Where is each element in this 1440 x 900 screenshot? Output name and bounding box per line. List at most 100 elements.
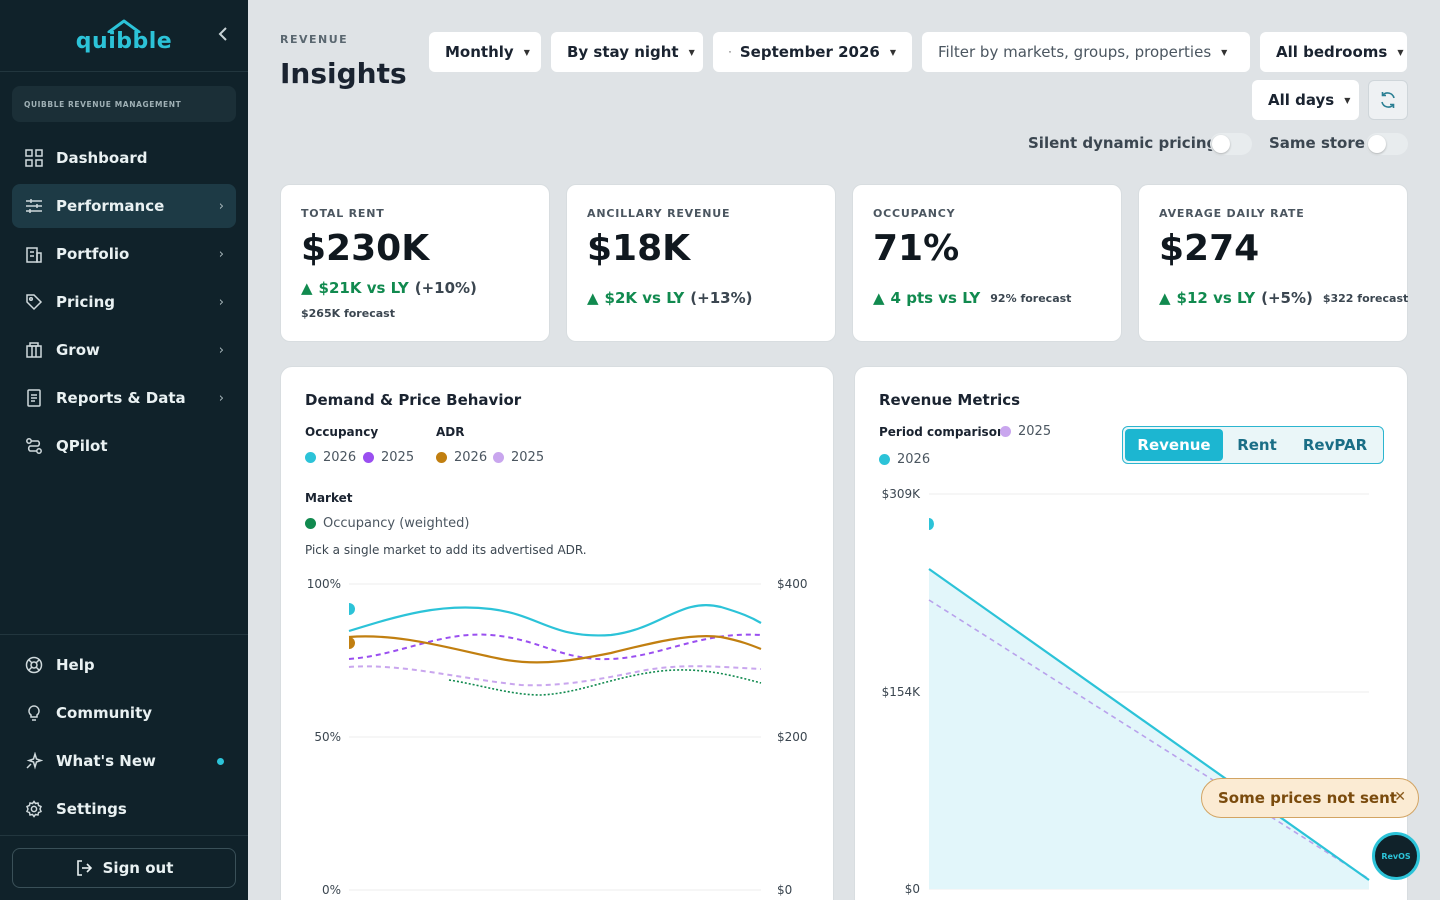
nav-item-reports-data[interactable]: Reports & Data ›	[12, 376, 236, 420]
chevron-right-icon: ›	[218, 198, 224, 214]
demand-chart[interactable]: 100% 50% 0% $400 $200 $0	[281, 567, 834, 900]
toast-text: Some prices not sent	[1218, 789, 1397, 807]
new-badge-dot	[217, 757, 224, 765]
revos-assistant-button[interactable]: RevOS	[1372, 832, 1420, 880]
series-2026-marker	[929, 518, 934, 530]
legend-occ-2026[interactable]: 2026	[305, 450, 356, 465]
toggle-knob	[1212, 135, 1230, 153]
y-tick-label: $0	[905, 882, 920, 896]
kpi-delta-pct: (+13%)	[690, 289, 753, 307]
same-store-toggle[interactable]	[1366, 133, 1408, 155]
kpi-delta: ▲ 4 pts vs LY 92% forecast	[873, 289, 1101, 307]
revenue-chart[interactable]: $309K $154K $0	[855, 477, 1408, 900]
legend-market-head: Market	[305, 491, 353, 505]
y-tick-label: $309K	[882, 487, 922, 501]
nav-label: Reports & Data	[56, 389, 186, 407]
legend-dot	[363, 452, 374, 463]
silent-pricing-toggle[interactable]	[1210, 133, 1252, 155]
nav-item-help[interactable]: Help	[12, 643, 236, 687]
caret-down-icon: ▼	[688, 47, 695, 57]
left-tick-label: 100%	[307, 577, 341, 591]
series-2025-line	[928, 599, 1370, 880]
caret-down-icon: ▼	[523, 47, 530, 57]
nav-item-pricing[interactable]: Pricing ›	[12, 280, 236, 324]
kpi-label: TOTAL RENT	[301, 207, 385, 220]
series-adr-2026	[348, 635, 762, 664]
kpi-label: ANCILLARY REVENUE	[587, 207, 731, 220]
prices-not-sent-toast[interactable]: Some prices not sent ✕	[1201, 778, 1419, 818]
kpi-value: $18K	[587, 228, 691, 269]
nav-item-grow[interactable]: Grow ›	[12, 328, 236, 372]
kpi-forecast: $322 forecast	[1322, 291, 1409, 305]
building-icon	[24, 244, 44, 264]
nav-item-portfolio[interactable]: Portfolio ›	[12, 232, 236, 276]
tab-rent[interactable]: Rent	[1237, 436, 1277, 454]
bedrooms-select[interactable]: All bedrooms ▼	[1260, 32, 1407, 72]
tab-revenue[interactable]: Revenue	[1125, 429, 1223, 461]
kpi-total-rent[interactable]: TOTAL RENT $230K ▲ $21K vs LY (+10%) $26…	[280, 184, 550, 342]
triangle-up-icon: ▲	[1159, 289, 1171, 307]
nav-item-dashboard[interactable]: Dashboard	[12, 136, 236, 180]
nav-item-settings[interactable]: Settings	[12, 787, 236, 831]
nav-item-whats-new[interactable]: What's New	[12, 739, 236, 783]
y-tick-label: $154K	[882, 685, 922, 699]
scope-filter-placeholder: Filter by markets, groups, properties	[938, 43, 1212, 61]
nav-item-performance[interactable]: Performance ›	[12, 184, 236, 228]
nav-label: Performance	[56, 197, 165, 215]
period-select[interactable]: Monthly ▼	[429, 32, 541, 72]
kpi-delta: ▲ $12 vs LY (+5%) $322 forecast	[1159, 289, 1408, 307]
card-title: Revenue Metrics	[879, 391, 1021, 409]
legend-dot	[305, 452, 316, 463]
scope-filter-select[interactable]: Filter by markets, groups, properties ▼	[922, 32, 1250, 72]
basis-select[interactable]: By stay night ▼	[551, 32, 703, 72]
revos-label: RevOS	[1381, 851, 1411, 861]
close-icon[interactable]: ✕	[1394, 789, 1406, 805]
chevron-right-icon: ›	[218, 342, 224, 358]
days-value: All days	[1268, 91, 1335, 109]
refresh-button[interactable]	[1368, 80, 1408, 120]
series-2026-area	[929, 569, 1369, 889]
tag-icon	[24, 292, 44, 312]
chevron-right-icon: ›	[218, 294, 224, 310]
store-icon	[24, 340, 44, 360]
legend-adr-2025[interactable]: 2025	[493, 450, 544, 465]
nav-item-community[interactable]: Community	[12, 691, 236, 735]
logo[interactable]: quibble	[76, 19, 172, 53]
caret-down-icon: ▼	[1221, 47, 1228, 57]
demand-price-card: Demand & Price Behavior Occupancy ADR 20…	[280, 366, 834, 900]
kpi-delta-value: $12 vs LY	[1176, 289, 1256, 307]
right-tick-label: $200	[777, 730, 808, 744]
kpi-occupancy[interactable]: OCCUPANCY 71% ▲ 4 pts vs LY 92% forecast	[852, 184, 1122, 342]
nav-label: Settings	[56, 800, 127, 818]
market-hint: Pick a single market to add its advertis…	[305, 543, 587, 557]
series-2026-line	[928, 568, 1370, 881]
logo-row: quibble	[0, 0, 248, 72]
tab-revpar[interactable]: RevPAR	[1302, 436, 1368, 454]
legend-dot	[436, 452, 447, 463]
month-select[interactable]: September 2026 ▼	[713, 32, 912, 72]
legend-2025[interactable]: 2025	[1000, 424, 1051, 439]
nav-item-qpilot[interactable]: QPilot	[12, 424, 236, 468]
kpi-ancillary-revenue[interactable]: ANCILLARY REVENUE $18K ▲ $2K vs LY (+13%…	[566, 184, 836, 342]
toggle-knob	[1368, 135, 1386, 153]
legend-adr-head: ADR	[436, 425, 465, 439]
nav-label: What's New	[56, 752, 156, 770]
legend-market-occupancy[interactable]: Occupancy (weighted)	[305, 516, 469, 531]
sidebar-bottom-nav: Help Community What's New Settings	[0, 634, 248, 835]
legend-adr-2026[interactable]: 2026	[436, 450, 487, 465]
series-occ-2025	[348, 633, 762, 661]
sign-out-button[interactable]: Sign out	[12, 848, 236, 888]
org-badge[interactable]: QUIBBLE REVENUE MANAGEMENT	[12, 86, 236, 122]
series-market-occupancy	[448, 669, 762, 696]
collapse-sidebar-button[interactable]	[218, 26, 228, 45]
legend-2026[interactable]: 2026	[879, 452, 930, 467]
legend-label: Occupancy (weighted)	[323, 516, 470, 531]
kpi-average-daily-rate[interactable]: AVERAGE DAILY RATE $274 ▲ $12 vs LY (+5%…	[1138, 184, 1408, 342]
kpi-delta-pct: (+5%)	[1261, 289, 1313, 307]
caret-down-icon: ▼	[889, 47, 896, 57]
legend-occ-2025[interactable]: 2025	[363, 450, 414, 465]
kpi-delta-value: 4 pts vs LY	[890, 289, 981, 307]
series-adr-2026-marker	[349, 637, 355, 649]
days-select[interactable]: All days ▼	[1252, 80, 1359, 120]
report-icon	[24, 388, 44, 408]
